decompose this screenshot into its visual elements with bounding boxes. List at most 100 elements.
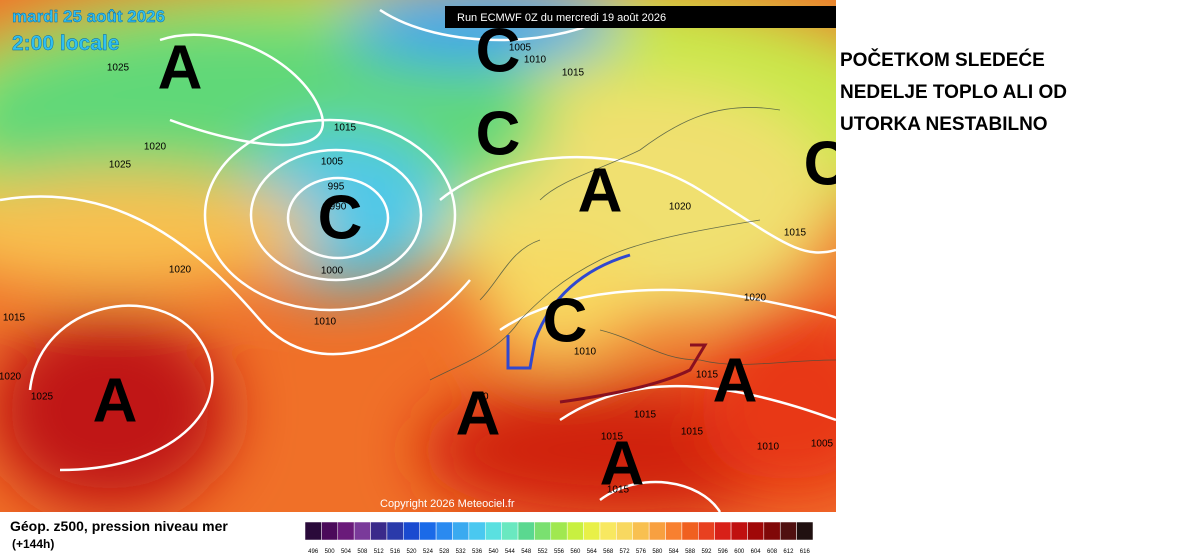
map-time: 2:00 locale xyxy=(12,32,119,55)
pressure-center: A xyxy=(158,33,203,102)
map-date: mardi 25 août 2026 xyxy=(12,7,165,26)
isobar-label: 1015 xyxy=(334,123,357,134)
color-swatch xyxy=(616,521,633,541)
color-swatch xyxy=(763,521,781,541)
scale-label: 588 xyxy=(685,549,696,555)
scale-label: 560 xyxy=(570,549,581,555)
color-swatch xyxy=(665,521,683,541)
front-line xyxy=(506,253,631,370)
isobar-label: 1015 xyxy=(601,432,624,443)
pressure-center: C xyxy=(543,286,588,355)
color-swatch xyxy=(435,521,453,541)
scale-label: 576 xyxy=(636,549,647,555)
isobar-label: 1000 xyxy=(321,266,344,277)
color-swatch xyxy=(599,521,617,541)
color-swatch xyxy=(337,521,355,541)
pressure-center: A xyxy=(578,156,623,225)
isobar-label: 20 xyxy=(477,392,489,403)
isobar-label: 1020 xyxy=(744,293,767,304)
scale-label: 552 xyxy=(538,549,549,555)
scale-label: 516 xyxy=(390,549,401,555)
isobar-label: 1020 xyxy=(0,372,22,383)
scale-label: 528 xyxy=(439,549,450,555)
color-swatch xyxy=(550,521,568,541)
color-swatch xyxy=(452,521,470,541)
isobar-label: 1005 xyxy=(509,43,532,54)
scale-label: 520 xyxy=(407,549,418,555)
color-swatch xyxy=(648,521,666,541)
scale-label: 544 xyxy=(505,549,516,555)
pressure-center: A xyxy=(456,379,501,448)
isobar-label: 990 xyxy=(330,202,347,213)
pressure-center: A xyxy=(93,366,138,435)
scale-label: 580 xyxy=(652,549,663,555)
scale-label: 512 xyxy=(374,549,385,555)
trough-line xyxy=(559,343,708,404)
pressure-center: C xyxy=(476,99,521,168)
color-swatch xyxy=(370,521,388,541)
pressure-center: C xyxy=(804,129,849,198)
scale-label: 532 xyxy=(456,549,467,555)
color-swatch xyxy=(517,521,535,541)
legend-title: Géop. z500, pression niveau mer xyxy=(10,518,228,534)
isobar-label: 1005 xyxy=(321,157,344,168)
scale-label: 596 xyxy=(718,549,729,555)
color-swatch xyxy=(501,521,519,541)
run-banner: Run ECMWF 0Z du mercredi 19 août 2026 xyxy=(457,12,666,24)
scale-label: 536 xyxy=(472,549,483,555)
isobar-label: 1020 xyxy=(669,202,692,213)
isobar-label: 1025 xyxy=(109,160,132,171)
scale-label: 508 xyxy=(357,549,368,555)
scale-label: 524 xyxy=(423,549,434,555)
color-swatch xyxy=(534,521,552,541)
color-swatch xyxy=(796,521,814,541)
legend-lead: (+144h) xyxy=(12,537,54,551)
scale-label: 556 xyxy=(554,549,565,555)
color-swatch xyxy=(730,521,748,541)
isobar-label: 1010 xyxy=(574,347,597,358)
color-swatch xyxy=(747,521,765,541)
pressure-center: A xyxy=(600,429,645,498)
isobar-label: 1015 xyxy=(696,370,719,381)
color-swatch xyxy=(304,521,322,541)
scale-label: 496 xyxy=(308,549,319,555)
isobar-label: 1020 xyxy=(169,265,192,276)
color-swatch xyxy=(583,521,601,541)
scale-label: 564 xyxy=(587,549,598,555)
side-text: UTORKA NESTABILNO xyxy=(840,114,1048,135)
scale-label: 572 xyxy=(620,549,631,555)
isobar-label: 1015 xyxy=(562,68,585,79)
isobar-label: 1015 xyxy=(784,228,807,239)
isobar-label: 1025 xyxy=(31,392,54,403)
coastlines xyxy=(429,107,836,381)
scale-label: 592 xyxy=(701,549,712,555)
scale-label: 612 xyxy=(783,549,794,555)
isobar-label: 1010 xyxy=(524,55,547,66)
color-swatch xyxy=(419,521,437,541)
color-swatch xyxy=(632,521,650,541)
scale-label: 548 xyxy=(521,549,532,555)
scale-label: 540 xyxy=(488,549,499,555)
isobar-label: 1015 xyxy=(681,427,704,438)
scale-label: 500 xyxy=(325,549,336,555)
isobar-label: 1015 xyxy=(3,313,26,324)
map: 1025102010251015100599599010001020101010… xyxy=(0,0,849,512)
color-swatch xyxy=(321,521,339,541)
scale-label: 604 xyxy=(751,549,762,555)
pressure-center: A xyxy=(713,346,758,415)
scale-label: 504 xyxy=(341,549,352,555)
isobar-label: 1020 xyxy=(144,142,167,153)
isobar-label: 1025 xyxy=(107,63,130,74)
color-swatch xyxy=(698,521,715,541)
color-swatch xyxy=(468,521,486,541)
isobar-label: 1005 xyxy=(811,439,834,450)
side-text: POČETKOM SLEDEĆE xyxy=(840,49,1045,71)
color-swatch xyxy=(681,521,699,541)
color-swatch xyxy=(566,521,584,541)
copyright: Copyright 2026 Meteociel.fr xyxy=(380,498,515,510)
isobar-label: 995 xyxy=(328,182,345,193)
scale-label: 584 xyxy=(669,549,680,555)
pressure-center: C xyxy=(318,183,363,252)
color-swatch xyxy=(403,521,420,541)
